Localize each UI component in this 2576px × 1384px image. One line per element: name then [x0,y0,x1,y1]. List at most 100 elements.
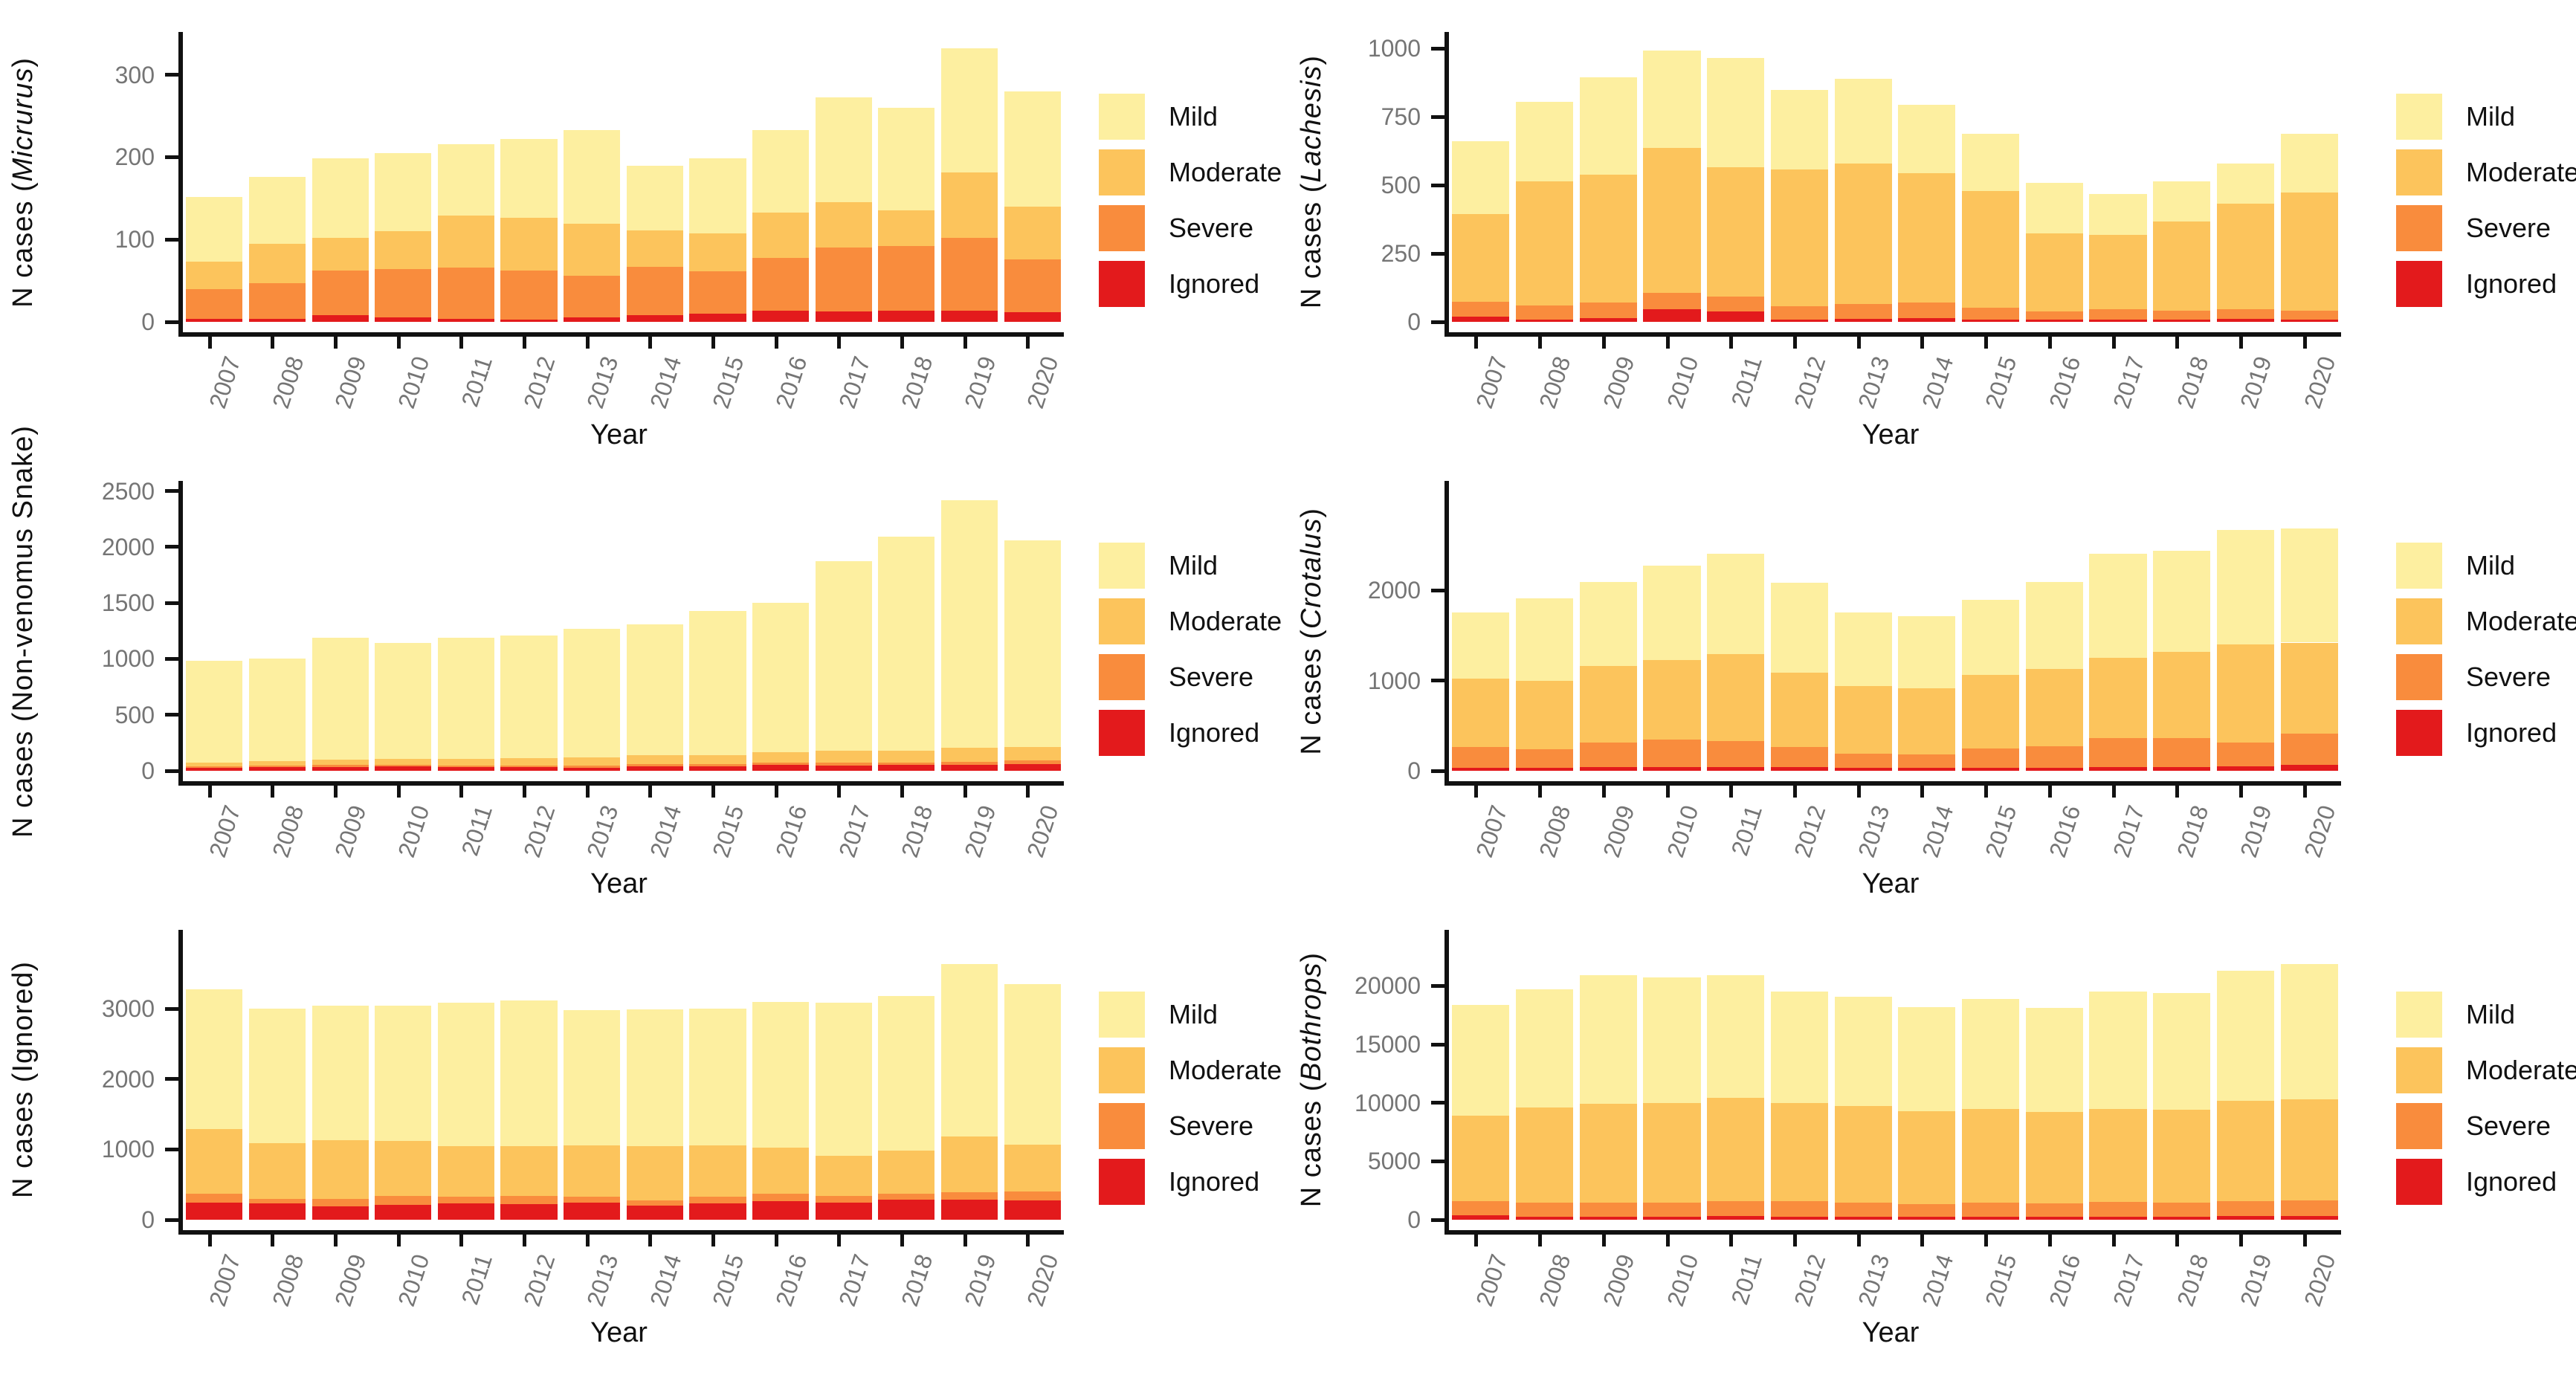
bar-segment-ignored-2013 [1834,319,1892,322]
bar-segment-mild-2016 [2025,582,2083,669]
x-tick-mark-2010 [1665,786,1670,798]
bar-segment-moderate-2016 [752,212,810,258]
x-tick-label-text: 2020 [2299,353,2341,412]
bar-segment-mild-2019 [940,48,998,173]
x-tick-label-text: 2009 [1598,802,1640,861]
bar-segment-ignored-2009 [1579,1216,1637,1220]
y-axis-title-text: N cases (Crotalus) [1295,507,1327,755]
bar-segment-mild-2018 [878,995,935,1151]
bar-segment-severe-2007 [186,288,243,319]
legend-item-severe: Severe [1099,1103,1282,1149]
x-tick-mark-2015 [711,1235,715,1246]
y-tick-label-100: 100 [114,226,155,253]
legend-swatch-severe [2396,1103,2442,1149]
y-axis-title: N cases (Crotalus) [1288,455,1334,807]
x-tick-label-text: 2018 [2171,353,2213,412]
legend-swatch-moderate [1099,598,1145,644]
bar-segment-severe-2019 [940,238,998,311]
x-tick-label-text: 2013 [581,353,624,412]
legend-label-moderate: Moderate [1169,1055,1282,1085]
x-tick-mark-2018 [2175,786,2180,798]
legend-label-moderate: Moderate [2466,1055,2576,1085]
x-tick-mark-2009 [1601,337,1606,349]
bar-segment-severe-2018 [2153,738,2211,767]
bar-segment-severe-2008 [1516,305,1574,320]
y-axis-title-text: N cases (Bothrops) [1295,952,1327,1208]
bar-segment-severe-2013 [1834,753,1892,768]
bar-segment-mild-2016 [752,603,810,753]
x-tick-label-text: 2008 [266,1251,309,1310]
bar-segment-moderate-2008 [248,761,306,766]
y-tick-label-2000: 2000 [101,533,155,560]
legend-swatch-moderate [2396,1047,2442,1093]
chart-panel-bothrops: N cases (Bothrops) 0 5000 10000 15000 20000 … [1288,904,2576,1350]
bar-segment-moderate-2011 [1707,1098,1765,1201]
y-tick-mark-2500 [165,489,178,494]
bar-segment-ignored-2015 [1962,320,2020,322]
y-axis-title: N cases (Bothrops) [1288,904,1334,1256]
legend-label-moderate: Moderate [1169,157,1282,187]
bar-segment-severe-2019 [2216,309,2274,320]
x-tick-label-text: 2017 [833,353,875,412]
bar-segment-moderate-2013 [1834,1106,1892,1203]
legend-item-moderate: Moderate [2396,598,2576,644]
bar-segment-mild-2010 [375,1006,432,1141]
legend: Mild Moderate Severe Ignored [1099,94,1282,317]
x-tick-mark-2011 [459,786,464,798]
x-tick-label-text: 2009 [329,353,372,412]
bar-segment-severe-2014 [626,763,683,766]
x-tick-mark-2014 [648,1235,653,1246]
bar-segment-severe-2008 [1516,1203,1574,1218]
bar-segment-severe-2012 [1770,306,1828,320]
bar-segment-mild-2010 [1643,51,1701,148]
x-tick-label-text: 2019 [2235,802,2277,861]
bar-segment-mild-2011 [437,637,494,760]
bar-segment-mild-2017 [815,97,872,203]
bar-segment-moderate-2013 [1834,685,1892,754]
bar-segment-severe-2018 [2153,310,2211,320]
y-tick-mark-200 [165,155,178,159]
bar-segment-ignored-2019 [2216,766,2274,771]
x-tick-mark-2018 [900,337,904,349]
bar-segment-ignored-2011 [1707,1215,1765,1220]
bar-segment-ignored-2008 [1516,1217,1574,1220]
x-tick-mark-2018 [2175,1235,2180,1246]
bar-segment-ignored-2016 [752,310,810,322]
bar-segment-mild-2011 [1707,554,1765,655]
bar-segment-mild-2014 [1898,616,1956,689]
legend-item-ignored: Ignored [1099,710,1282,756]
x-tick-mark-2007 [207,337,212,349]
bar-segment-ignored-2011 [437,318,494,322]
bar-segment-mild-2007 [186,196,243,262]
x-tick-mark-2016 [2047,337,2052,349]
bar-segment-moderate-2017 [815,750,872,763]
bar-segment-ignored-2019 [940,310,998,322]
legend-swatch-ignored [2396,1159,2442,1205]
x-tick-mark-2019 [2238,337,2243,349]
bar-segment-severe-2016 [752,257,810,311]
x-tick-label-text: 2018 [2171,1251,2213,1310]
bar-segment-severe-2017 [2089,738,2147,768]
legend-item-ignored: Ignored [1099,261,1282,307]
bar-segment-mild-2015 [1962,600,2020,676]
bar-segment-mild-2017 [2089,992,2147,1109]
bar-segment-mild-2009 [1579,975,1637,1105]
bar-segment-ignored-2018 [878,765,935,771]
y-tick-label-15000: 15000 [1355,1031,1421,1058]
y-tick-mark-0 [1431,769,1444,773]
bar-segment-mild-2015 [1962,998,2020,1109]
bar-segment-ignored-2015 [689,766,746,771]
bar-segment-mild-2020 [2280,133,2338,193]
legend-label-severe: Severe [2466,662,2551,692]
bar-segment-ignored-2009 [311,315,369,322]
legend-label-mild: Mild [1169,101,1218,132]
bar-segment-mild-2017 [2089,193,2147,235]
y-axis-species: Micrurus [7,67,39,181]
x-tick-label-text: 2016 [2044,353,2086,412]
legend: Mild Moderate Severe Ignored [1099,992,1282,1215]
y-tick-mark-10000 [1431,1101,1444,1105]
legend-label-moderate: Moderate [2466,157,2576,187]
bar-segment-ignored-2013 [564,1203,621,1220]
y-tick-mark-1000 [1431,679,1444,683]
y-axis-species: Non-venomus Snake [7,435,39,712]
